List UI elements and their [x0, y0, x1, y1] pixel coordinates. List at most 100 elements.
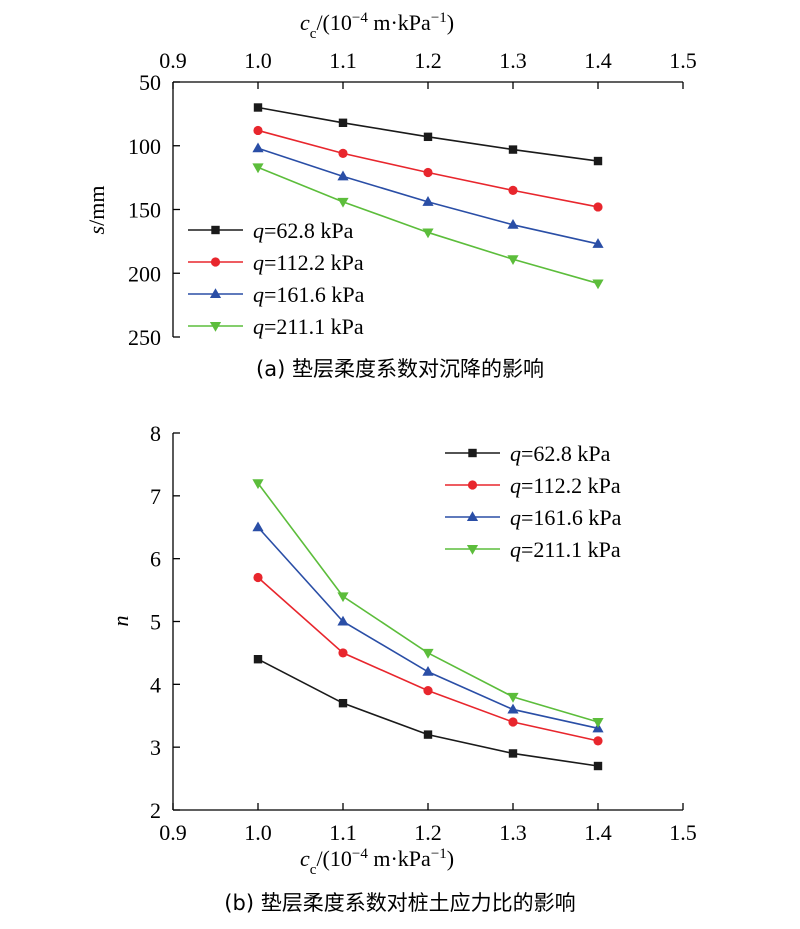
data-point-3-4: [592, 718, 604, 728]
data-point-3-1: [337, 197, 349, 208]
legend-marker-1: [467, 480, 478, 490]
x-tick-label: 1.5: [669, 48, 697, 73]
legend-var: q: [510, 473, 521, 498]
legend-label-2: q=161.6 kPa: [253, 282, 365, 307]
x-label-unit: /(10: [316, 846, 351, 871]
legend-var: q: [510, 537, 521, 562]
data-point-3-3: [507, 692, 519, 703]
x-label-close: ): [447, 846, 454, 871]
legend-value: =112.2 kPa: [264, 250, 364, 275]
x-tick-label: 1.3: [499, 820, 527, 845]
data-point-3-4: [592, 279, 604, 290]
x-label-unit-mid: m·kPa: [368, 10, 431, 35]
data-point-1-1: [338, 648, 348, 658]
legend-var: q: [253, 314, 264, 339]
x-axis-label: cc/(10−4 m·kPa−1): [300, 846, 454, 878]
y-axis-label: s/mm: [84, 186, 109, 235]
y-label-var: s: [84, 226, 109, 235]
legend-label-1: q=112.2 kPa: [510, 473, 621, 498]
x-tick-label: 1.2: [414, 48, 442, 73]
y-tick-label: 5: [150, 610, 161, 635]
data-point-0-1: [338, 698, 348, 708]
series-0: [253, 655, 603, 771]
x-tick-label: 1.2: [414, 820, 442, 845]
chart-caption: (a) 垫层柔度系数对沉降的影响: [256, 357, 544, 381]
data-point-2-3: [507, 703, 519, 714]
x-tick-label: 1.0: [244, 820, 272, 845]
data-point-1-1: [338, 148, 348, 158]
data-point-3-2: [422, 648, 434, 659]
legend-marker-1: [210, 257, 221, 267]
series-3: [252, 479, 604, 728]
x-label-close: ): [447, 10, 454, 35]
series-2: [252, 142, 604, 248]
data-point-1-0: [253, 125, 263, 136]
x-label-unit-mid: m·kPa: [368, 846, 431, 871]
x-label-var: c: [300, 846, 310, 871]
chart-a: 0.9 1.0 1.1 1.2 1.3 1.4 1.5 50 100 150 200 250 cc/(1…: [84, 10, 697, 381]
legend-label-1: q=112.2 kPa: [253, 250, 364, 275]
legend-var: q: [253, 250, 264, 275]
data-point-1-3: [508, 185, 518, 195]
data-point-0-0: [253, 655, 263, 664]
y-tick-label: 3: [150, 735, 161, 760]
data-point-3-0: [252, 163, 264, 174]
data-point-0-4: [593, 761, 603, 771]
x-tick-label: 1.5: [669, 820, 697, 845]
data-point-0-2: [423, 132, 433, 142]
data-point-0-3: [508, 749, 518, 758]
y-tick-label: 6: [150, 547, 161, 572]
x-tick-label: 1.4: [584, 820, 612, 845]
x-label-sub: c: [310, 26, 317, 42]
data-point-2-2: [422, 196, 434, 206]
legend-value: =62.8 kPa: [521, 441, 611, 466]
data-point-1-2: [423, 686, 433, 696]
data-point-1-0: [253, 572, 263, 583]
y-tick-label: 250: [128, 325, 161, 350]
x-tick-label: 1.1: [329, 820, 357, 845]
legend-marker-0: [468, 448, 477, 458]
data-point-3-0: [252, 479, 264, 490]
legend-label-3: q=211.1 kPa: [510, 537, 621, 562]
x-tick-label: 1.0: [244, 48, 272, 73]
chart-caption: (b) 垫层柔度系数对桩土应力比的影响: [224, 891, 575, 915]
data-point-2-0: [252, 521, 264, 532]
x-tick-label: 1.4: [584, 48, 612, 73]
data-point-3-1: [337, 592, 349, 603]
data-point-2-1: [337, 170, 349, 181]
x-tick-label: 1.3: [499, 48, 527, 73]
legend-marker-3: [209, 322, 222, 332]
legend-marker-2: [209, 288, 222, 298]
y-tick-label: 7: [150, 484, 161, 509]
legend-var: q: [253, 282, 264, 307]
data-point-1-4: [593, 202, 603, 212]
data-point-0-3: [508, 145, 518, 154]
data-point-3-3: [507, 255, 519, 266]
y-tick-label: 50: [139, 70, 161, 95]
x-label-exp: −4: [352, 10, 368, 26]
legend-value: =161.6 kPa: [264, 282, 365, 307]
x-label-exp2: −1: [431, 846, 447, 862]
x-tick-label: 0.9: [159, 48, 187, 73]
x-label-unit: /(10: [316, 10, 351, 35]
data-point-2-3: [507, 219, 519, 229]
data-point-2-4: [592, 238, 604, 248]
legend-value: =112.2 kPa: [521, 473, 621, 498]
legend-value: =211.1 kPa: [521, 537, 621, 562]
legend-label-0: q=62.8 kPa: [510, 441, 611, 466]
x-label-exp: −4: [352, 846, 368, 862]
y-tick-label: 2: [150, 798, 161, 823]
x-label-var: c: [300, 10, 310, 35]
series-0: [253, 103, 603, 166]
y-axis-label: n: [108, 616, 133, 627]
data-point-0-1: [338, 118, 348, 127]
legend-marker-3: [466, 545, 479, 555]
data-point-0-0: [253, 103, 263, 112]
y-tick-label: 200: [128, 261, 161, 286]
series-1: [253, 572, 603, 746]
y-tick-label: 4: [150, 672, 161, 697]
x-label-exp2: −1: [431, 10, 447, 26]
y-tick-label: 8: [150, 421, 161, 446]
